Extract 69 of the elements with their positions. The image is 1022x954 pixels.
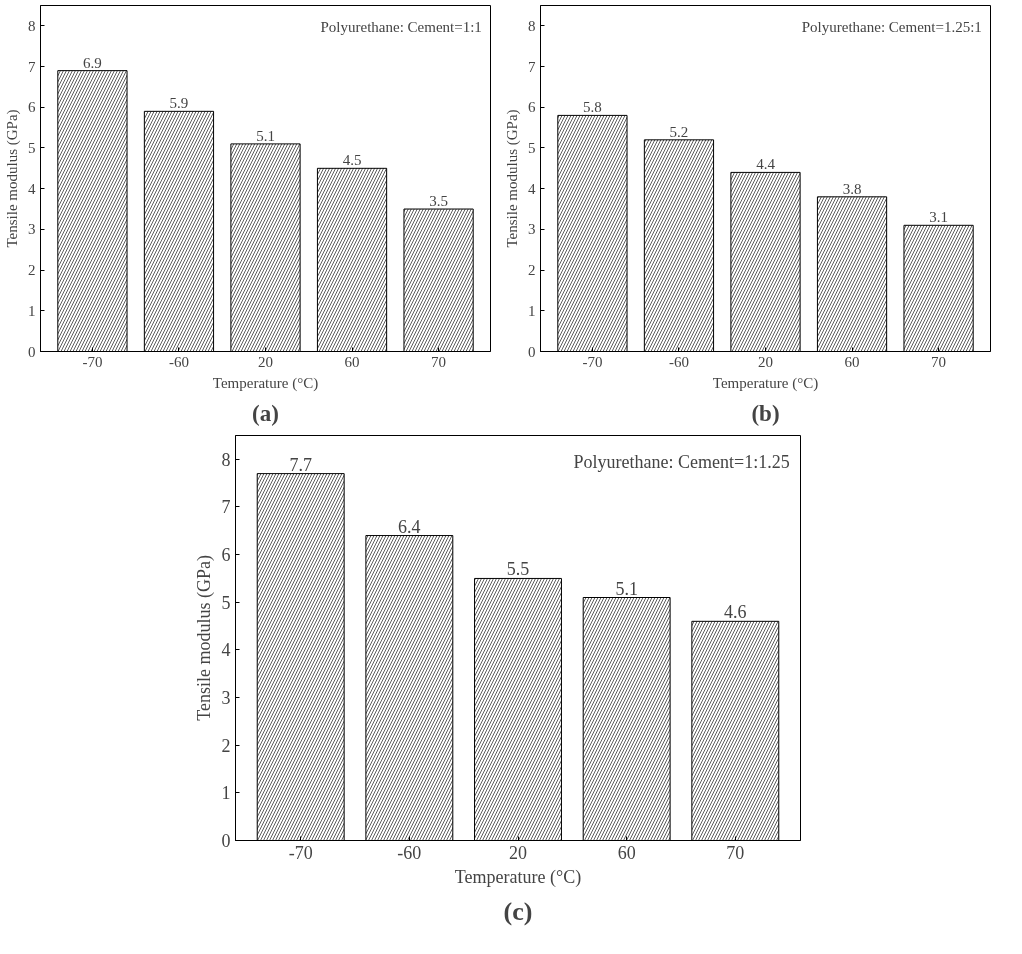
x-axis-title: Temperature (°C) [712, 374, 819, 392]
y-tick-label: 6 [528, 99, 536, 116]
data-label: 5.2 [669, 123, 689, 140]
y-tick-label: 0 [528, 343, 536, 360]
y-tick-label: 1 [28, 302, 36, 319]
data-label: 7.7 [289, 454, 312, 475]
y-tick-label: 5 [221, 592, 231, 613]
y-tick-label: 3 [221, 688, 231, 709]
data-label: 4.6 [724, 602, 747, 623]
x-tick-label: 60 [344, 353, 360, 370]
x-tick-label: 70 [726, 842, 745, 863]
y-tick-label: 8 [528, 17, 536, 34]
x-tick-label: 20 [509, 842, 527, 863]
x-tick-label: 60 [844, 353, 860, 370]
y-tick-label: 4 [528, 180, 536, 197]
data-label: 5.9 [169, 95, 189, 112]
y-tick-label: 0 [221, 831, 231, 851]
y-tick-label: 2 [28, 262, 36, 279]
y-tick-label: 4 [28, 180, 36, 197]
x-tick-label: -60 [168, 353, 189, 370]
y-tick-label: 7 [221, 497, 231, 518]
y-tick-label: 5 [528, 139, 536, 156]
x-tick-label: -60 [397, 842, 422, 863]
data-label: 6.9 [83, 54, 102, 71]
y-tick-label: 2 [221, 735, 231, 756]
annotation: Polyurethane: Cement=1:1.25 [573, 451, 790, 472]
y-tick-label: 1 [221, 783, 231, 804]
data-label: 4.5 [342, 152, 362, 169]
x-tick-label: -70 [82, 353, 103, 370]
data-label: 3.1 [929, 209, 948, 226]
y-tick-label: 3 [28, 221, 36, 238]
x-tick-label: -70 [288, 842, 313, 863]
y-tick-label: 3 [528, 221, 536, 238]
y-tick-label: 7 [28, 58, 36, 75]
y-tick-label: 6 [28, 99, 36, 116]
x-axis-title: Temperature (°C) [454, 866, 582, 888]
text: (a) [252, 400, 279, 426]
y-axis-title: Tensile modulus (GPa) [193, 555, 215, 721]
x-tick-label: -70 [582, 353, 603, 370]
data-label: 6.4 [398, 516, 421, 537]
x-tick-label: 20 [758, 353, 773, 370]
y-tick-label: 8 [28, 17, 36, 34]
y-tick-label: 8 [221, 449, 231, 470]
x-tick-label: -60 [668, 353, 689, 370]
data-label: 3.8 [842, 180, 862, 197]
text: (c) [503, 896, 533, 926]
x-tick-label: 70 [931, 353, 947, 370]
y-tick-label: 0 [28, 343, 36, 360]
text: (b) [751, 400, 780, 426]
y-axis-title: Tensile modulus (GPa) [504, 109, 521, 248]
data-label: 5.1 [256, 127, 275, 144]
y-tick-label: 1 [528, 302, 536, 319]
y-tick-label: 4 [221, 640, 231, 661]
annotation: Polyurethane: Cement=1.25:1 [801, 19, 982, 36]
annotation: Polyurethane: Cement=1:1 [320, 19, 482, 36]
data-label: 5.1 [615, 578, 638, 599]
y-axis-title: Tensile modulus (GPa) [4, 109, 21, 248]
y-tick-label: 5 [28, 139, 36, 156]
y-tick-label: 7 [528, 58, 536, 75]
data-label: 5.5 [506, 559, 530, 580]
y-tick-label: 6 [221, 545, 231, 566]
x-tick-label: 70 [431, 353, 447, 370]
y-tick-label: 2 [528, 262, 536, 279]
data-label: 3.5 [429, 193, 448, 210]
data-label: 5.8 [583, 99, 602, 116]
data-label: 4.4 [756, 156, 776, 173]
x-tick-label: 20 [258, 353, 273, 370]
x-tick-label: 60 [617, 842, 636, 863]
x-axis-title: Temperature (°C) [212, 374, 319, 392]
